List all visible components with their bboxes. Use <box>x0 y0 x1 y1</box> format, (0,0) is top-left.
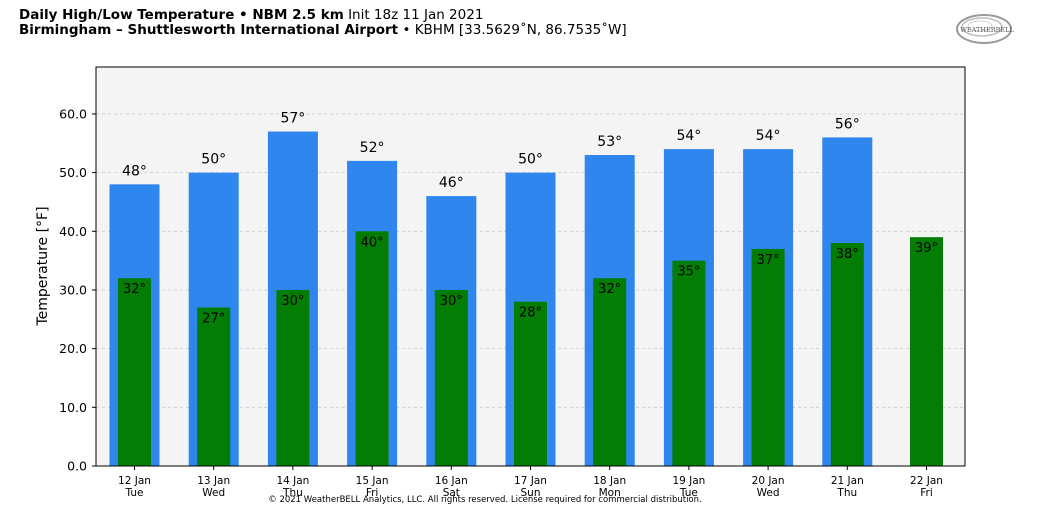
copyright-credit: © 2021 WeatherBELL Analytics, LLC. All r… <box>268 495 702 505</box>
x-tick-weekday-label: Wed <box>202 487 225 499</box>
high-value-label: 50° <box>518 152 543 168</box>
x-tick-date-label: 17 Jan <box>514 475 547 487</box>
low-value-label: 38° <box>836 247 859 262</box>
low-value-label: 30° <box>281 294 304 309</box>
x-tick-weekday-label: Fri <box>920 487 933 499</box>
x-tick-weekday-label: Sat <box>443 487 460 499</box>
low-bar <box>276 289 310 466</box>
low-value-label: 32° <box>123 282 146 297</box>
y-axis-label: Temperature [°F] <box>35 206 51 326</box>
location-line: Birmingham – Shuttlesworth International… <box>19 23 627 38</box>
x-tick-date-label: 13 Jan <box>197 475 230 487</box>
low-bar <box>118 278 151 466</box>
low-bar <box>514 301 547 466</box>
y-tick-label: 50.0 <box>59 165 87 180</box>
low-value-label: 35° <box>677 265 700 280</box>
low-bar <box>751 248 785 466</box>
station-info: • KBHM [33.5629˚N, 86.7535˚W] <box>402 22 627 38</box>
x-tick-weekday-label: Thu <box>836 487 857 499</box>
x-tick-weekday-label: Tue <box>125 487 144 499</box>
x-tick-weekday-label: Sun <box>521 487 541 499</box>
low-bar <box>434 289 468 466</box>
low-value-label: 30° <box>440 294 463 309</box>
low-bar <box>197 307 231 466</box>
x-tick-date-label: 22 Jan <box>910 475 943 487</box>
x-tick-weekday-label: Wed <box>757 487 780 499</box>
low-value-label: 40° <box>361 235 384 250</box>
data-labels: 48° 32° 50° 27° 57° 30° 52° 40° 46° 30° 50° 28° 53° 3… <box>122 111 938 327</box>
y-tick-label: 40.0 <box>59 224 87 239</box>
low-value-label: 32° <box>598 282 621 297</box>
x-tick-date-label: 15 Jan <box>356 475 389 487</box>
y-tick-label: 60.0 <box>59 106 87 121</box>
high-value-label: 52° <box>360 140 385 156</box>
x-tick-date-label: 14 Jan <box>276 475 309 487</box>
low-bar <box>355 231 389 466</box>
y-tick-label: 0.0 <box>67 459 87 474</box>
low-bar <box>830 243 864 466</box>
high-value-label: 56° <box>835 116 860 132</box>
bars <box>109 131 943 467</box>
x-tick-date-label: 18 Jan <box>593 475 626 487</box>
title-line: Daily High/Low Temperature • NBM 2.5 km … <box>19 8 627 23</box>
chart-title: Daily High/Low Temperature • NBM 2.5 km <box>19 7 344 23</box>
low-bar <box>593 278 627 466</box>
low-bar <box>910 237 943 466</box>
high-value-label: 53° <box>597 134 622 150</box>
low-value-label: 27° <box>202 312 225 327</box>
x-tick-weekday-label: Thu <box>282 487 303 499</box>
plot-frame <box>95 66 966 467</box>
high-value-label: 48° <box>122 163 147 179</box>
logo-text: WEATHERBELL <box>960 26 1014 34</box>
high-value-label: 54° <box>756 128 781 144</box>
x-tick-weekday-label: Tue <box>679 487 698 499</box>
x-tick-date-label: 21 Jan <box>831 475 864 487</box>
location-name: Birmingham – Shuttlesworth International… <box>19 22 399 38</box>
low-value-label: 28° <box>519 306 542 321</box>
chart-header: Daily High/Low Temperature • NBM 2.5 km … <box>19 8 627 38</box>
x-tick-weekday-label: Fri <box>366 487 379 499</box>
x-tick-date-label: 16 Jan <box>435 475 468 487</box>
high-value-label: 57° <box>280 111 305 127</box>
high-value-label: 50° <box>201 152 226 168</box>
low-value-label: 39° <box>915 241 938 256</box>
high-value-label: 54° <box>676 128 701 144</box>
init-time: Init 18z 11 Jan 2021 <box>348 7 484 23</box>
weatherbell-swirl-logo: WEATHERBELL <box>956 14 1014 44</box>
x-tick-date-label: 19 Jan <box>672 475 705 487</box>
low-value-label: 37° <box>757 253 780 268</box>
x-tick-date-label: 20 Jan <box>752 475 785 487</box>
y-tick-label: 20.0 <box>59 341 87 356</box>
high-value-label: 46° <box>439 175 464 191</box>
y-tick-label: 10.0 <box>59 400 87 415</box>
low-bar <box>672 260 706 466</box>
x-tick-weekday-label: Mon <box>599 487 621 499</box>
x-tick-date-label: 12 Jan <box>118 475 151 487</box>
y-tick-label: 30.0 <box>59 282 87 297</box>
